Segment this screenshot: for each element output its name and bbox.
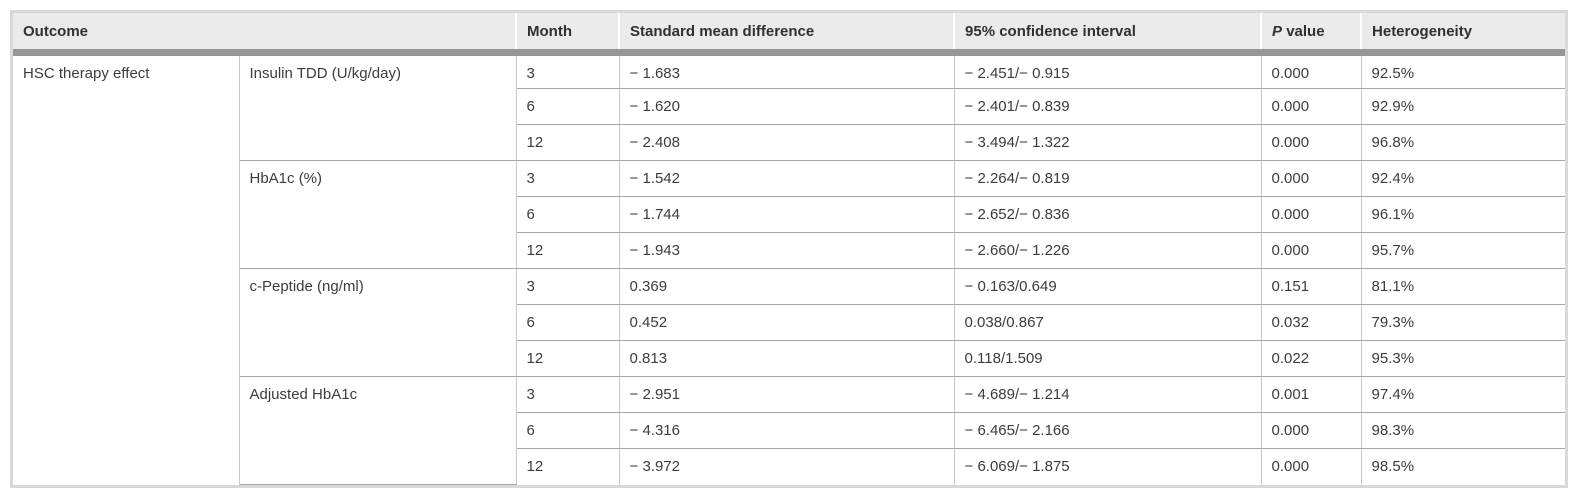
column-header-heterogeneity: Heterogeneity [1360,13,1565,56]
p-value-cell: 0.000 [1260,88,1362,125]
smd-cell: 0.452 [618,304,955,341]
outcome-cell: HSC therapy effect [13,52,240,485]
smd-cell: − 2.408 [618,124,955,161]
table-row: 12 0.813 0.118/1.509 0.022 95.3% [13,340,1565,377]
p-value-cell: 0.022 [1260,340,1362,377]
p-value-cell: 0.000 [1260,196,1362,233]
heterogeneity-cell: 97.4% [1360,376,1565,413]
smd-cell: 0.813 [618,340,955,377]
smd-cell: − 1.542 [618,160,955,197]
smd-cell: − 2.951 [618,376,955,413]
month-cell: 12 [516,340,620,377]
heterogeneity-cell: 92.4% [1360,160,1565,197]
column-header-confidence-interval: 95% confidence interval [953,13,1262,56]
table-header: Outcome Month Standard mean difference 9… [13,13,1565,56]
heterogeneity-cell: 95.3% [1360,340,1565,377]
column-header-p-value: P value [1260,13,1362,56]
ci-cell: − 3.494/− 1.322 [953,124,1262,161]
measure-cell: c-Peptide (ng/ml) [239,268,517,377]
smd-cell: − 1.744 [618,196,955,233]
table-row: 6 − 4.316 − 6.465/− 2.166 0.000 98.3% [13,412,1565,449]
heterogeneity-cell: 96.8% [1360,124,1565,161]
column-header-month: Month [515,13,620,56]
month-cell: 6 [516,88,620,125]
p-value-italic-letter: P [1272,22,1283,40]
ci-cell: − 2.660/− 1.226 [953,232,1262,269]
p-value-cell: 0.000 [1260,232,1362,269]
table-row: HbA1c (%) 3 − 1.542 − 2.264/− 0.819 0.00… [13,160,1565,269]
month-cell: 3 [515,268,620,305]
header-row: Outcome Month Standard mean difference 9… [13,13,1565,56]
heterogeneity-cell: 98.3% [1360,412,1565,449]
p-value-cell: 0.000 [1260,160,1362,197]
ci-cell: − 0.163/0.649 [953,268,1262,305]
smd-cell: − 1.620 [618,88,955,125]
table-row: 12 − 2.408 − 3.494/− 1.322 0.000 96.8% [13,124,1565,161]
ci-cell: − 4.689/− 1.214 [953,376,1262,413]
results-table-container: Outcome Month Standard mean difference 9… [10,10,1568,488]
month-cell: 12 [516,448,620,485]
hsc-therapy-results-table: Outcome Month Standard mean difference 9… [13,13,1565,485]
table-row: Adjusted HbA1c 3 − 2.951 − 4.689/− 1.214… [13,376,1565,485]
p-value-cell: 0.000 [1260,124,1362,161]
month-cell: 3 [515,376,620,413]
month-cell: 6 [516,304,620,341]
month-cell: 3 [515,160,620,197]
month-cell: 12 [516,232,620,269]
table-row: 6 − 1.620 − 2.401/− 0.839 0.000 92.9% [13,88,1565,125]
table-body: HSC therapy effect Insulin TDD (U/kg/day… [13,52,1565,485]
ci-cell: − 6.069/− 1.875 [953,448,1262,485]
p-value-label-rest: value [1282,22,1325,40]
ci-cell: − 2.652/− 0.836 [953,196,1262,233]
table-row: c-Peptide (ng/ml) 3 0.369 − 0.163/0.649 … [13,268,1565,377]
month-cell: 6 [516,412,620,449]
smd-cell: − 4.316 [618,412,955,449]
heterogeneity-cell: 95.7% [1360,232,1565,269]
month-cell: 12 [516,124,620,161]
smd-cell: − 1.683 [618,52,955,89]
heterogeneity-cell: 79.3% [1360,304,1565,341]
smd-cell: − 3.972 [618,448,955,485]
measure-cell: HbA1c (%) [239,160,517,269]
ci-cell: 0.038/0.867 [953,304,1262,341]
ci-cell: − 6.465/− 2.166 [953,412,1262,449]
p-value-cell: 0.001 [1260,376,1362,413]
smd-cell: 0.369 [618,268,955,305]
table-row: 6 − 1.744 − 2.652/− 0.836 0.000 96.1% [13,196,1565,233]
column-header-outcome: Outcome [13,13,517,56]
month-cell: 3 [515,52,620,89]
p-value-cell: 0.000 [1260,52,1362,89]
ci-cell: − 2.401/− 0.839 [953,88,1262,125]
month-cell: 6 [516,196,620,233]
table-row: HSC therapy effect Insulin TDD (U/kg/day… [13,52,1565,485]
p-value-cell: 0.151 [1260,268,1362,305]
ci-cell: 0.118/1.509 [953,340,1262,377]
table-row: 12 − 1.943 − 2.660/− 1.226 0.000 95.7% [13,232,1565,269]
smd-cell: − 1.943 [618,232,955,269]
column-header-standard-mean-difference: Standard mean difference [618,13,955,56]
ci-cell: − 2.451/− 0.915 [953,52,1262,89]
heterogeneity-cell: 92.5% [1360,52,1565,89]
heterogeneity-cell: 98.5% [1360,448,1565,485]
p-value-cell: 0.032 [1260,304,1362,341]
measure-cell: Insulin TDD (U/kg/day) [238,52,517,161]
ci-cell: − 2.264/− 0.819 [953,160,1262,197]
heterogeneity-cell: 96.1% [1360,196,1565,233]
table-row: 6 0.452 0.038/0.867 0.032 79.3% [13,304,1565,341]
p-value-cell: 0.000 [1260,412,1362,449]
measure-cell: Adjusted HbA1c [239,376,517,485]
heterogeneity-cell: 92.9% [1360,88,1565,125]
heterogeneity-cell: 81.1% [1360,268,1565,305]
table-row: 12 − 3.972 − 6.069/− 1.875 0.000 98.5% [13,448,1565,485]
p-value-cell: 0.000 [1260,448,1362,485]
